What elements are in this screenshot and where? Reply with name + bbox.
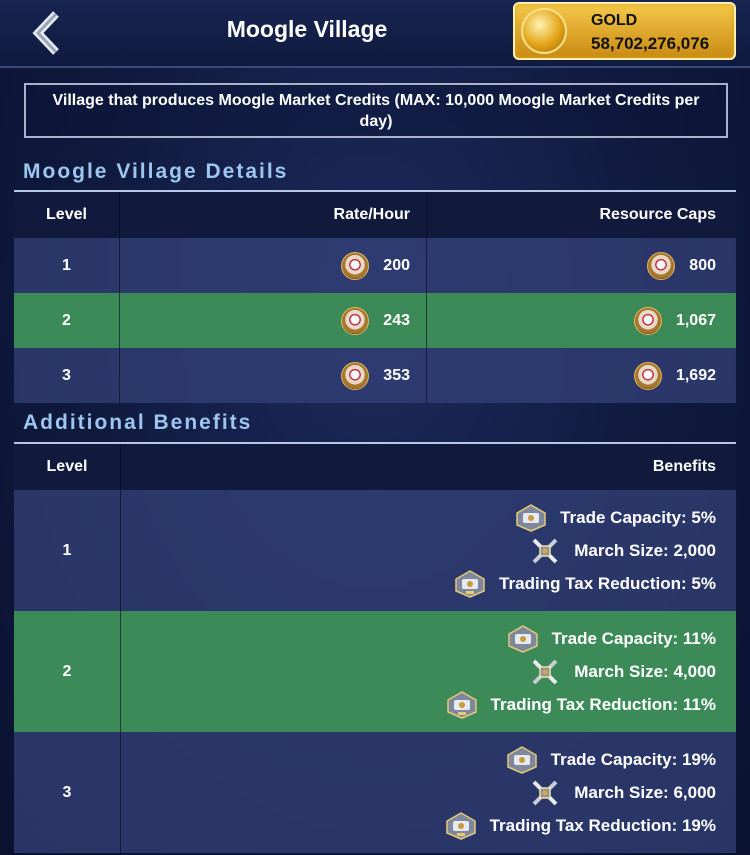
benefit-list: Trade Capacity: 19% March Size: 6,000 Trad… bbox=[121, 743, 716, 842]
table-row[interactable]: 2 Trade Capacity: 11% March Size: 4,000 Tra… bbox=[14, 611, 736, 732]
benefits-header-row: Level Benefits bbox=[14, 444, 736, 490]
trade-capacity-icon bbox=[507, 624, 538, 653]
trading-tax-icon bbox=[445, 811, 476, 840]
column-header: Resource Caps bbox=[599, 206, 717, 223]
moogle-credit-icon bbox=[633, 361, 662, 390]
column-header: Level bbox=[46, 206, 87, 223]
cap-cell: 1,692 bbox=[427, 348, 716, 403]
gold-coin-icon bbox=[521, 8, 567, 54]
benefit-text: March Size: 2,000 bbox=[574, 540, 716, 560]
list-item: Trading Tax Reduction: 5% bbox=[121, 567, 716, 600]
table-row[interactable]: 3 Trade Capacity: 19% March Size: 6,000 Tra… bbox=[14, 732, 736, 853]
trade-capacity-icon bbox=[506, 745, 537, 774]
benefit-text: March Size: 6,000 bbox=[574, 782, 716, 802]
column-divider bbox=[426, 192, 427, 238]
details-header-row: Level Rate/Hour Resource Caps bbox=[14, 192, 736, 238]
table-row[interactable]: 2 243 1,067 bbox=[14, 293, 736, 348]
list-item: Trading Tax Reduction: 11% bbox=[121, 688, 716, 721]
level-cell: 3 bbox=[62, 783, 72, 801]
trade-capacity-icon bbox=[516, 503, 546, 532]
rate-cell: 243 bbox=[120, 293, 410, 348]
moogle-credit-icon bbox=[341, 251, 370, 280]
moogle-credit-icon bbox=[647, 251, 676, 280]
trading-tax-icon bbox=[455, 569, 485, 598]
benefits-section-title: Additional Benefits bbox=[23, 411, 253, 434]
cap-value: 1,692 bbox=[675, 366, 716, 384]
column-header: Rate/Hour bbox=[333, 206, 410, 223]
column-divider bbox=[120, 490, 121, 611]
level-cell: 1 bbox=[62, 541, 72, 559]
march-size-icon bbox=[532, 659, 558, 684]
rate-cell: 200 bbox=[120, 238, 410, 293]
march-size-icon bbox=[532, 538, 558, 563]
benefit-text: March Size: 4,000 bbox=[574, 661, 716, 681]
benefit-list: Trade Capacity: 11% March Size: 4,000 Trad… bbox=[121, 622, 716, 721]
level-cell: 1 bbox=[62, 256, 71, 274]
column-divider bbox=[426, 348, 427, 403]
column-divider bbox=[120, 444, 121, 490]
list-item: March Size: 2,000 bbox=[121, 534, 716, 567]
list-item: Trade Capacity: 5% bbox=[121, 501, 716, 534]
rate-value: 200 bbox=[383, 256, 410, 274]
header-bar: Moogle Village GOLD 58,702,276,076 bbox=[0, 0, 750, 68]
village-description: Village that produces Moogle Market Cred… bbox=[24, 83, 728, 138]
column-divider bbox=[426, 238, 427, 293]
benefit-text: Trading Tax Reduction: 11% bbox=[490, 694, 716, 714]
chevron-left-icon bbox=[32, 11, 59, 55]
level-cell: 2 bbox=[62, 311, 71, 329]
column-divider bbox=[119, 348, 120, 403]
benefit-text: Trade Capacity: 11% bbox=[551, 628, 716, 648]
cap-cell: 1,067 bbox=[427, 293, 716, 348]
details-section-title: Moogle Village Details bbox=[23, 160, 289, 183]
benefit-text: Trade Capacity: 5% bbox=[560, 507, 716, 527]
rate-value: 243 bbox=[383, 311, 410, 329]
column-header: Level bbox=[46, 458, 88, 475]
gold-balance[interactable]: GOLD 58,702,276,076 bbox=[513, 2, 736, 60]
table-row[interactable]: 3 353 1,692 bbox=[14, 348, 736, 403]
benefit-list: Trade Capacity: 5% March Size: 2,000 Tradi… bbox=[121, 501, 716, 600]
cap-cell: 800 bbox=[427, 238, 716, 293]
benefit-text: Trade Capacity: 19% bbox=[550, 749, 716, 769]
gold-value: 58,702,276,076 bbox=[591, 34, 710, 53]
cap-value: 800 bbox=[689, 256, 716, 274]
column-divider bbox=[120, 732, 121, 853]
level-cell: 2 bbox=[62, 662, 72, 680]
cap-value: 1,067 bbox=[675, 311, 716, 329]
section-divider bbox=[14, 442, 736, 444]
section-divider bbox=[14, 190, 736, 192]
table-row[interactable]: 1 Trade Capacity: 5% March Size: 2,000 Trad… bbox=[14, 490, 736, 611]
column-divider bbox=[426, 293, 427, 348]
column-divider bbox=[119, 238, 120, 293]
column-divider bbox=[120, 611, 121, 732]
moogle-credit-icon bbox=[341, 361, 370, 390]
rate-value: 353 bbox=[383, 366, 410, 384]
column-divider bbox=[119, 293, 120, 348]
page-title: Moogle Village bbox=[226, 16, 388, 42]
benefit-text: Trading Tax Reduction: 19% bbox=[489, 815, 716, 835]
gold-label: GOLD bbox=[591, 12, 638, 29]
column-header: Benefits bbox=[652, 458, 716, 475]
list-item: March Size: 4,000 bbox=[121, 655, 716, 688]
march-size-icon bbox=[532, 780, 558, 805]
rate-cell: 353 bbox=[120, 348, 410, 403]
list-item: March Size: 6,000 bbox=[121, 776, 716, 809]
list-item: Trade Capacity: 19% bbox=[121, 743, 716, 776]
moogle-credit-icon bbox=[341, 306, 370, 335]
list-item: Trade Capacity: 11% bbox=[121, 622, 716, 655]
column-divider bbox=[119, 192, 120, 238]
back-button[interactable] bbox=[22, 8, 72, 58]
list-item: Trading Tax Reduction: 19% bbox=[121, 809, 716, 842]
benefit-text: Trading Tax Reduction: 5% bbox=[499, 573, 716, 593]
level-cell: 3 bbox=[62, 366, 71, 384]
moogle-credit-icon bbox=[633, 306, 662, 335]
table-row[interactable]: 1 200 800 bbox=[14, 238, 736, 293]
trading-tax-icon bbox=[446, 690, 477, 719]
